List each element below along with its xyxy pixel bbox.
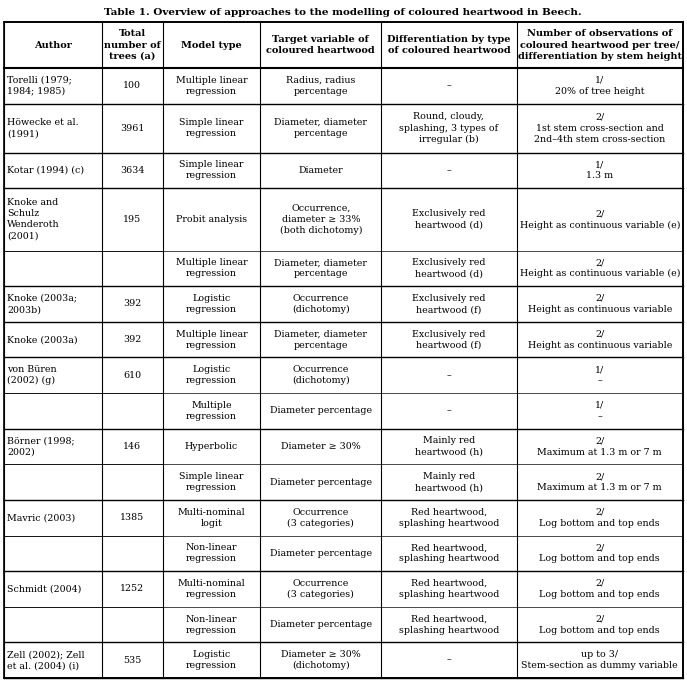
Text: Occurrence,
diameter ≥ 33%
(both dichotomy): Occurrence, diameter ≥ 33% (both dichoto… — [280, 204, 362, 235]
Text: Diameter, diameter
percentage: Diameter, diameter percentage — [274, 118, 367, 138]
Text: 195: 195 — [123, 215, 142, 224]
Text: Round, cloudy,
splashing, 3 types of
irregular (b): Round, cloudy, splashing, 3 types of irr… — [399, 113, 499, 144]
Text: Red heartwood,
splashing heartwood: Red heartwood, splashing heartwood — [398, 507, 499, 528]
Text: Simple linear
regression: Simple linear regression — [179, 118, 244, 138]
Text: 2/
Log bottom and top ends: 2/ Log bottom and top ends — [539, 615, 660, 635]
Text: 1252: 1252 — [120, 585, 144, 594]
Text: Number of observations of
coloured heartwood per tree/
differentiation by stem h: Number of observations of coloured heart… — [518, 29, 682, 61]
Text: Model type: Model type — [181, 40, 242, 49]
Text: 2/
Log bottom and top ends: 2/ Log bottom and top ends — [539, 543, 660, 563]
Text: Diameter percentage: Diameter percentage — [270, 406, 372, 415]
Text: Occurrence
(3 categories): Occurrence (3 categories) — [287, 507, 354, 528]
Text: –: – — [447, 656, 451, 665]
Text: Multiple
regression: Multiple regression — [186, 401, 237, 421]
Text: Multi-nominal
regression: Multi-nominal regression — [178, 579, 245, 599]
Text: Red heartwood,
splashing heartwood: Red heartwood, splashing heartwood — [398, 579, 499, 599]
Text: Simple linear
regression: Simple linear regression — [179, 472, 244, 492]
Text: 2/
Maximum at 1.3 m or 7 m: 2/ Maximum at 1.3 m or 7 m — [537, 436, 662, 456]
Text: Diameter percentage: Diameter percentage — [270, 477, 372, 486]
Text: Diameter ≥ 30%
(dichotomy): Diameter ≥ 30% (dichotomy) — [281, 650, 361, 670]
Text: Occurrence
(3 categories): Occurrence (3 categories) — [287, 579, 354, 599]
Text: Author: Author — [34, 40, 71, 49]
Text: Radius, radius
percentage: Radius, radius percentage — [286, 76, 355, 96]
Text: –: – — [447, 371, 451, 380]
Text: 2/
Maximum at 1.3 m or 7 m: 2/ Maximum at 1.3 m or 7 m — [537, 472, 662, 492]
Text: Red heartwood,
splashing heartwood: Red heartwood, splashing heartwood — [398, 615, 499, 635]
Text: Simple linear
regression: Simple linear regression — [179, 161, 244, 180]
Text: Probit analysis: Probit analysis — [176, 215, 247, 224]
Text: Exclusively red
heartwood (d): Exclusively red heartwood (d) — [412, 209, 486, 229]
Text: Logistic
regression: Logistic regression — [186, 650, 237, 670]
Text: 1/
–: 1/ – — [595, 365, 605, 385]
Text: 3961: 3961 — [120, 124, 144, 133]
Text: Total
number of
trees (a): Total number of trees (a) — [104, 29, 161, 61]
Text: Knoke and
Schulz
Wenderoth
(2001): Knoke and Schulz Wenderoth (2001) — [7, 198, 60, 240]
Text: Knoke (2003a;
2003b): Knoke (2003a; 2003b) — [7, 294, 77, 314]
Text: 146: 146 — [123, 442, 142, 451]
Text: Exclusively red
heartwood (f): Exclusively red heartwood (f) — [412, 294, 486, 314]
Text: Table 1. Overview of approaches to the modelling of coloured heartwood in Beech.: Table 1. Overview of approaches to the m… — [104, 8, 582, 17]
Text: Knoke (2003a): Knoke (2003a) — [7, 335, 78, 344]
Text: Non-linear
regression: Non-linear regression — [185, 543, 237, 563]
Text: 2/
Height as continuous variable (e): 2/ Height as continuous variable (e) — [519, 258, 680, 279]
Text: Diameter, diameter
percentage: Diameter, diameter percentage — [274, 330, 367, 350]
Text: Occurrence
(dichotomy): Occurrence (dichotomy) — [292, 294, 350, 314]
Text: Börner (1998;
2002): Börner (1998; 2002) — [7, 436, 75, 456]
Text: 1/
20% of tree height: 1/ 20% of tree height — [555, 76, 644, 96]
Text: 2/
Height as continuous variable (e): 2/ Height as continuous variable (e) — [519, 209, 680, 229]
Text: up to 3/
Stem-section as dummy variable: up to 3/ Stem-section as dummy variable — [521, 650, 678, 670]
Text: Non-linear
regression: Non-linear regression — [185, 615, 237, 635]
Text: –: – — [447, 81, 451, 90]
Text: 2/
Height as continuous variable: 2/ Height as continuous variable — [528, 294, 672, 314]
Text: Kotar (1994) (c): Kotar (1994) (c) — [7, 166, 84, 175]
Text: Multiple linear
regression: Multiple linear regression — [176, 330, 247, 350]
Text: –: – — [447, 166, 451, 175]
Text: 392: 392 — [123, 335, 142, 344]
Text: von Büren
(2002) (g): von Büren (2002) (g) — [7, 365, 56, 385]
Text: Diameter ≥ 30%: Diameter ≥ 30% — [281, 442, 361, 451]
Text: Multiple linear
regression: Multiple linear regression — [176, 76, 247, 96]
Text: Exclusively red
heartwood (d): Exclusively red heartwood (d) — [412, 258, 486, 279]
Text: Logistic
regression: Logistic regression — [186, 294, 237, 314]
Text: Mainly red
heartwood (h): Mainly red heartwood (h) — [415, 436, 483, 456]
Text: 2/
Log bottom and top ends: 2/ Log bottom and top ends — [539, 507, 660, 528]
Text: Multiple linear
regression: Multiple linear regression — [176, 258, 247, 279]
Text: Logistic
regression: Logistic regression — [186, 365, 237, 385]
Text: Mainly red
heartwood (h): Mainly red heartwood (h) — [415, 472, 483, 492]
Text: Target variable of
coloured heartwood: Target variable of coloured heartwood — [267, 35, 375, 55]
Text: 610: 610 — [123, 371, 142, 380]
Text: Diameter: Diameter — [298, 166, 343, 175]
Text: 392: 392 — [123, 299, 142, 309]
Text: 2/
Height as continuous variable: 2/ Height as continuous variable — [528, 330, 672, 350]
Text: Mavric (2003): Mavric (2003) — [7, 513, 76, 522]
Text: 1/
1.3 m: 1/ 1.3 m — [586, 161, 613, 180]
Text: 100: 100 — [123, 81, 141, 90]
Text: Torelli (1979;
1984; 1985): Torelli (1979; 1984; 1985) — [7, 76, 72, 96]
Text: Schmidt (2004): Schmidt (2004) — [7, 585, 81, 594]
Text: 3634: 3634 — [120, 166, 144, 175]
Text: 2/
1st stem cross-section and
2nd–4th stem cross-section: 2/ 1st stem cross-section and 2nd–4th st… — [534, 113, 666, 143]
Text: Diameter, diameter
percentage: Diameter, diameter percentage — [274, 258, 367, 279]
Text: Zell (2002); Zell
et al. (2004) (i): Zell (2002); Zell et al. (2004) (i) — [7, 650, 85, 670]
Text: Hyperbolic: Hyperbolic — [185, 442, 238, 451]
Text: 535: 535 — [123, 656, 142, 665]
Text: Differentiation by type
of coloured heartwood: Differentiation by type of coloured hear… — [387, 35, 510, 55]
Text: 1/
–: 1/ – — [595, 401, 605, 421]
Text: Occurrence
(dichotomy): Occurrence (dichotomy) — [292, 365, 350, 385]
Text: Multi-nominal
logit: Multi-nominal logit — [178, 507, 245, 528]
Text: Diameter percentage: Diameter percentage — [270, 620, 372, 629]
Text: Höwecke et al.
(1991): Höwecke et al. (1991) — [7, 118, 78, 138]
Text: Diameter percentage: Diameter percentage — [270, 549, 372, 558]
Text: –: – — [447, 406, 451, 415]
Text: 2/
Log bottom and top ends: 2/ Log bottom and top ends — [539, 579, 660, 599]
Text: Red heartwood,
splashing heartwood: Red heartwood, splashing heartwood — [398, 543, 499, 563]
Text: Exclusively red
heartwood (f): Exclusively red heartwood (f) — [412, 330, 486, 350]
Text: 1385: 1385 — [120, 513, 144, 522]
